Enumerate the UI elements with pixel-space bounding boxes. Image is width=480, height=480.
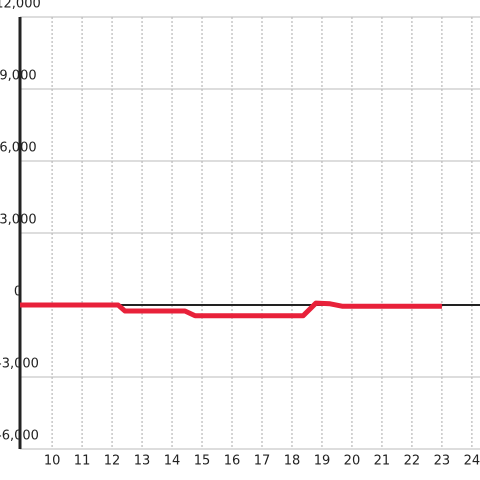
x-tick-label: 16 (224, 454, 241, 469)
y-tick-label: 12,000 (0, 0, 41, 12)
x-tick-label: 10 (44, 454, 61, 469)
data-line (20, 300, 442, 319)
x-tick-label: 20 (344, 454, 361, 469)
x-tick-label: 11 (74, 454, 91, 469)
x-tick-label: 18 (284, 454, 301, 469)
x-tick-label: 17 (254, 454, 271, 469)
x-tick-label: 14 (164, 454, 181, 469)
x-tick-label: 13 (134, 454, 151, 469)
x-tick-label: 21 (374, 454, 391, 469)
y-tick-label: 0 (14, 285, 22, 300)
x-tick-label: 23 (434, 454, 451, 469)
y-tick-label: 3,000 (0, 213, 37, 228)
y-tick-label: 6,000 (0, 141, 37, 156)
x-tick-label: 24 (464, 454, 480, 469)
x-tick-label: 22 (404, 454, 421, 469)
x-tick-label: 19 (314, 454, 331, 469)
x-tick-label: 12 (104, 454, 121, 469)
y-tick-label: 9,000 (0, 69, 37, 84)
x-tick-label: 15 (194, 454, 211, 469)
